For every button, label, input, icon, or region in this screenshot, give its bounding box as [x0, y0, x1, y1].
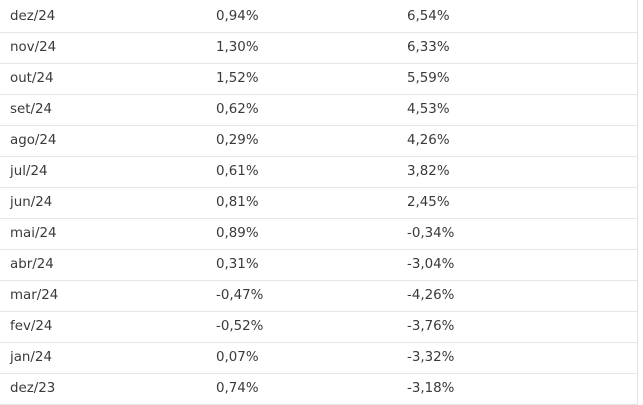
monthly-value-cell: 0,74%: [216, 381, 259, 396]
month-cell: mar/24: [10, 288, 59, 303]
table-row: jan/24 0,07% -3,32%: [0, 343, 637, 374]
accumulated-value-cell: 4,26%: [407, 133, 450, 148]
month-cell: abr/24: [10, 257, 54, 272]
table-row: jul/24 0,61% 3,82%: [0, 157, 637, 188]
accumulated-value-cell: 5,59%: [407, 71, 450, 86]
month-cell: out/24: [10, 71, 54, 86]
table-row: dez/24 0,94% 6,54%: [0, 0, 637, 33]
accumulated-value-cell: -3,76%: [407, 319, 455, 334]
table-row: abr/24 0,31% -3,04%: [0, 250, 637, 281]
monthly-value-cell: 1,30%: [216, 40, 259, 55]
table-row: ago/24 0,29% 4,26%: [0, 126, 637, 157]
accumulated-value-cell: -4,26%: [407, 288, 455, 303]
month-cell: jul/24: [10, 164, 48, 179]
monthly-value-cell: 0,94%: [216, 9, 259, 24]
monthly-value-cell: -0,52%: [216, 319, 264, 334]
monthly-value-cell: 1,52%: [216, 71, 259, 86]
monthly-value-cell: 0,89%: [216, 226, 259, 241]
monthly-value-cell: 0,61%: [216, 164, 259, 179]
month-cell: jan/24: [10, 350, 52, 365]
monthly-value-cell: 0,81%: [216, 195, 259, 210]
monthly-value-cell: 0,62%: [216, 102, 259, 117]
month-cell: nov/24: [10, 40, 57, 55]
monthly-value-cell: 0,29%: [216, 133, 259, 148]
month-cell: mai/24: [10, 226, 57, 241]
table-row: fev/24 -0,52% -3,76%: [0, 312, 637, 343]
month-cell: dez/23: [10, 381, 56, 396]
accumulated-value-cell: -3,18%: [407, 381, 455, 396]
monthly-value-cell: 0,07%: [216, 350, 259, 365]
table-row: mar/24 -0,47% -4,26%: [0, 281, 637, 312]
accumulated-value-cell: 6,33%: [407, 40, 450, 55]
monthly-value-cell: -0,47%: [216, 288, 264, 303]
month-cell: fev/24: [10, 319, 53, 334]
accumulated-value-cell: 2,45%: [407, 195, 450, 210]
accumulated-value-cell: -3,32%: [407, 350, 455, 365]
table-row: nov/24 1,30% 6,33%: [0, 33, 637, 64]
accumulated-value-cell: 4,53%: [407, 102, 450, 117]
table-row: mai/24 0,89% -0,34%: [0, 219, 637, 250]
accumulated-value-cell: 3,82%: [407, 164, 450, 179]
accumulated-value-cell: 6,54%: [407, 9, 450, 24]
month-cell: jun/24: [10, 195, 53, 210]
monthly-value-cell: 0,31%: [216, 257, 259, 272]
month-cell: set/24: [10, 102, 53, 117]
month-cell: ago/24: [10, 133, 57, 148]
table-row: set/24 0,62% 4,53%: [0, 95, 637, 126]
table-row: out/24 1,52% 5,59%: [0, 64, 637, 95]
accumulated-value-cell: -0,34%: [407, 226, 455, 241]
table-row: jun/24 0,81% 2,45%: [0, 188, 637, 219]
accumulated-value-cell: -3,04%: [407, 257, 455, 272]
table-row: dez/23 0,74% -3,18%: [0, 374, 637, 405]
month-cell: dez/24: [10, 9, 56, 24]
